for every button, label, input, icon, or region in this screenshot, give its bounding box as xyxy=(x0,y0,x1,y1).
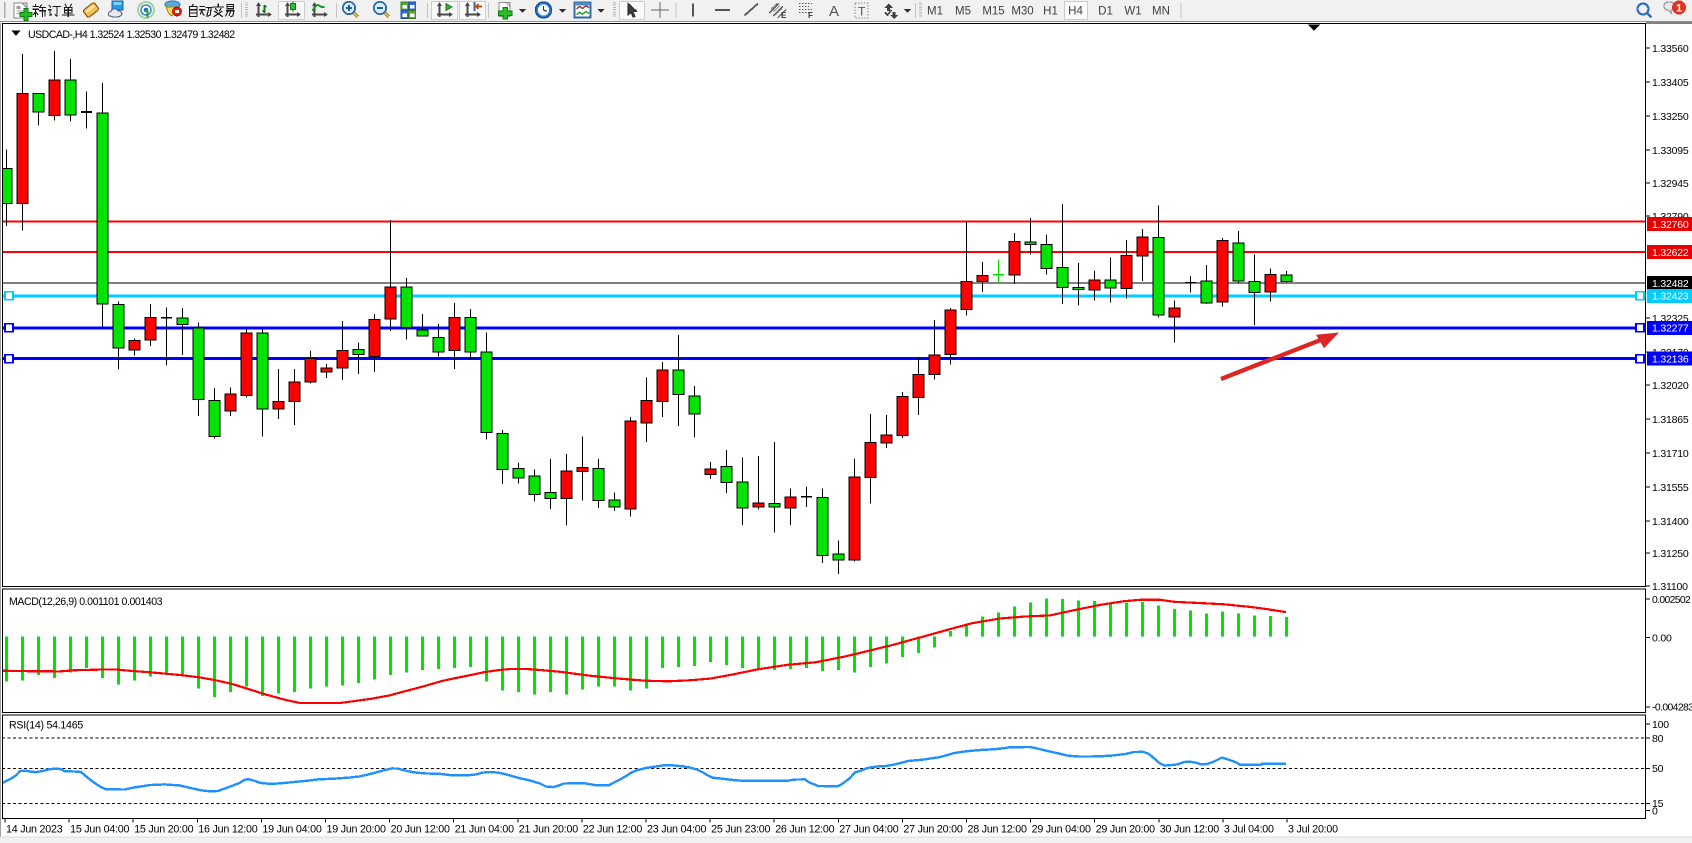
svg-text:1.32020: 1.32020 xyxy=(1652,380,1689,392)
svg-text:1.31400: 1.31400 xyxy=(1652,516,1689,528)
svg-text:3 Jul 04:00: 3 Jul 04:00 xyxy=(1224,824,1274,836)
svg-text:1.32277: 1.32277 xyxy=(1652,323,1689,335)
svg-text:80: 80 xyxy=(1652,733,1664,745)
svg-text:21 Jun 20:00: 21 Jun 20:00 xyxy=(519,824,578,836)
svg-text:0: 0 xyxy=(1652,805,1658,817)
svg-text:16 Jun 12:00: 16 Jun 12:00 xyxy=(198,824,257,836)
svg-text:27 Jun 04:00: 27 Jun 04:00 xyxy=(839,824,898,836)
svg-text:1.33250: 1.33250 xyxy=(1652,111,1689,123)
svg-text:1.32760: 1.32760 xyxy=(1652,219,1689,231)
svg-text:26 Jun 12:00: 26 Jun 12:00 xyxy=(775,824,834,836)
svg-text:1.32423: 1.32423 xyxy=(1652,291,1689,303)
svg-text:F: F xyxy=(808,11,813,20)
svg-text:21 Jun 04:00: 21 Jun 04:00 xyxy=(455,824,514,836)
svg-text:19 Jun 04:00: 19 Jun 04:00 xyxy=(262,824,321,836)
svg-text:1.33405: 1.33405 xyxy=(1652,77,1689,89)
svg-text:M1: M1 xyxy=(927,6,943,18)
svg-text:0.00: 0.00 xyxy=(1652,633,1672,645)
svg-text:14 Jun 2023: 14 Jun 2023 xyxy=(6,824,63,836)
svg-text:1.31865: 1.31865 xyxy=(1652,414,1689,426)
svg-text:M5: M5 xyxy=(955,6,971,18)
svg-text:0.002502: 0.002502 xyxy=(1652,595,1691,606)
svg-text:M30: M30 xyxy=(1011,6,1033,18)
svg-text:3 Jul 20:00: 3 Jul 20:00 xyxy=(1288,824,1338,836)
svg-text:100: 100 xyxy=(1652,719,1669,731)
svg-text:1.32482: 1.32482 xyxy=(1652,278,1689,290)
svg-text:1.32622: 1.32622 xyxy=(1652,247,1689,259)
svg-text:1.31250: 1.31250 xyxy=(1652,548,1689,560)
svg-text:15 Jun 20:00: 15 Jun 20:00 xyxy=(134,824,193,836)
svg-text:22 Jun 12:00: 22 Jun 12:00 xyxy=(583,824,642,836)
svg-text:1.32945: 1.32945 xyxy=(1652,178,1689,190)
svg-text:RSI(14) 54.1465: RSI(14) 54.1465 xyxy=(9,720,83,732)
svg-text:15 Jun 04:00: 15 Jun 04:00 xyxy=(70,824,129,836)
svg-text:W1: W1 xyxy=(1124,6,1141,18)
svg-text:M15: M15 xyxy=(982,6,1004,18)
svg-text:30 Jun 12:00: 30 Jun 12:00 xyxy=(1160,824,1219,836)
svg-text:1.32136: 1.32136 xyxy=(1652,353,1689,365)
svg-text:MACD(12,26,9) 0.001101 0.00140: MACD(12,26,9) 0.001101 0.001403 xyxy=(9,596,163,608)
svg-text:25 Jun 23:00: 25 Jun 23:00 xyxy=(711,824,770,836)
svg-text:1.31100: 1.31100 xyxy=(1652,581,1688,593)
svg-text:1: 1 xyxy=(1676,3,1682,15)
svg-text:-0.004283: -0.004283 xyxy=(1652,703,1692,714)
svg-text:T: T xyxy=(858,5,866,19)
svg-text:H1: H1 xyxy=(1043,6,1058,18)
svg-text:15: 15 xyxy=(1652,798,1664,810)
svg-text:A: A xyxy=(829,3,839,20)
svg-text:H4: H4 xyxy=(1068,6,1083,18)
svg-text:50: 50 xyxy=(1652,763,1664,775)
svg-text:D1: D1 xyxy=(1098,6,1113,18)
svg-text:1.31555: 1.31555 xyxy=(1652,482,1689,494)
svg-text:1.31710: 1.31710 xyxy=(1652,448,1689,460)
svg-text:1.33095: 1.33095 xyxy=(1652,145,1689,157)
svg-text:20 Jun 12:00: 20 Jun 12:00 xyxy=(391,824,450,836)
svg-text:19 Jun 20:00: 19 Jun 20:00 xyxy=(327,824,386,836)
svg-text:USDCAD-,H4 1.32524 1.32530 1.: USDCAD-,H4 1.32524 1.32530 1.32479 1.324… xyxy=(28,29,235,41)
svg-text:29 Jun 20:00: 29 Jun 20:00 xyxy=(1096,824,1155,836)
svg-text:27 Jun 20:00: 27 Jun 20:00 xyxy=(903,824,962,836)
svg-text:MN: MN xyxy=(1152,6,1170,18)
svg-text:28 Jun 12:00: 28 Jun 12:00 xyxy=(968,824,1027,836)
svg-text:23 Jun 04:00: 23 Jun 04:00 xyxy=(647,824,706,836)
svg-text:1.33560: 1.33560 xyxy=(1652,43,1689,55)
svg-text:E: E xyxy=(781,11,787,20)
svg-text:29 Jun 04:00: 29 Jun 04:00 xyxy=(1032,824,1091,836)
